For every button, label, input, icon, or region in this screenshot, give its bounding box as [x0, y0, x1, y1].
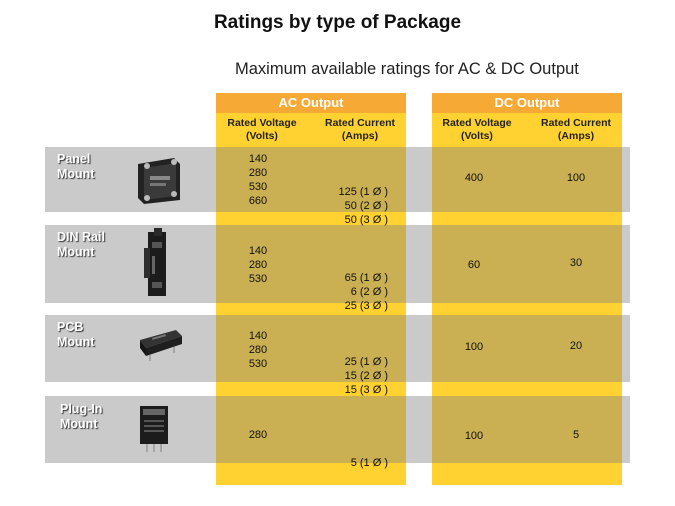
din-ac-current: 65 (1 Ø ) 6 (2 Ø ) 25 (3 Ø ): [344, 272, 388, 312]
plug-ac-voltage: 280: [248, 429, 268, 441]
page-title: Ratings by type of Package: [213, 12, 462, 33]
pcb-ac-voltage: 140 280 530: [248, 330, 268, 370]
panel-mount-relay-icon: [138, 158, 180, 204]
plug-dc-voltage: 100: [464, 430, 484, 442]
panel-ac-current: 125 (1 Ø ) 50 (2 Ø ) 50 (3 Ø ): [338, 186, 388, 226]
dc-output-header: DC Output: [432, 93, 622, 113]
pcb-ac-current: 25 (1 Ø ) 15 (2 Ø ) 15 (3 Ø ): [344, 356, 388, 396]
din-rail-relay-icon: [144, 228, 166, 296]
page-subtitle: Maximum available ratings for AC & DC Ou…: [235, 60, 579, 78]
plug-dc-current: 5: [572, 429, 580, 441]
plug-ac-current: 5 (1 Ø ): [350, 457, 388, 469]
panel-dc-voltage: 400: [464, 172, 484, 184]
dc-output-column: [432, 93, 622, 485]
din-dc-current: 30: [569, 257, 583, 269]
pcb-relay-icon: [140, 330, 182, 361]
din-dc-voltage: 60: [467, 259, 481, 271]
ac-output-header: AC Output: [216, 93, 406, 113]
pcb-dc-current: 20: [569, 340, 583, 352]
ac-output-column: [216, 93, 406, 485]
package-label-din-rail-mount: DIN Rail Mount: [57, 230, 105, 259]
package-label-plug-in-mount: Plug-In Mount: [60, 402, 103, 431]
panel-dc-current: 100: [566, 172, 586, 184]
pcb-dc-voltage: 100: [464, 341, 484, 353]
dc-voltage-header: Rated Voltage (Volts): [442, 117, 512, 142]
ac-voltage-header: Rated Voltage (Volts): [227, 117, 297, 142]
plug-in-relay-icon: [140, 406, 168, 452]
din-ac-voltage: 140 280 530: [248, 245, 268, 285]
package-label-pcb-mount: PCB Mount: [57, 320, 95, 349]
panel-ac-voltage: 140 280 530 660: [248, 153, 268, 207]
row-band-din-rail-mount: [45, 225, 630, 303]
package-label-panel-mount: Panel Mount: [57, 152, 95, 181]
ac-current-header: Rated Current (Amps): [324, 117, 395, 142]
dc-current-header: Rated Current (Amps): [540, 117, 611, 142]
